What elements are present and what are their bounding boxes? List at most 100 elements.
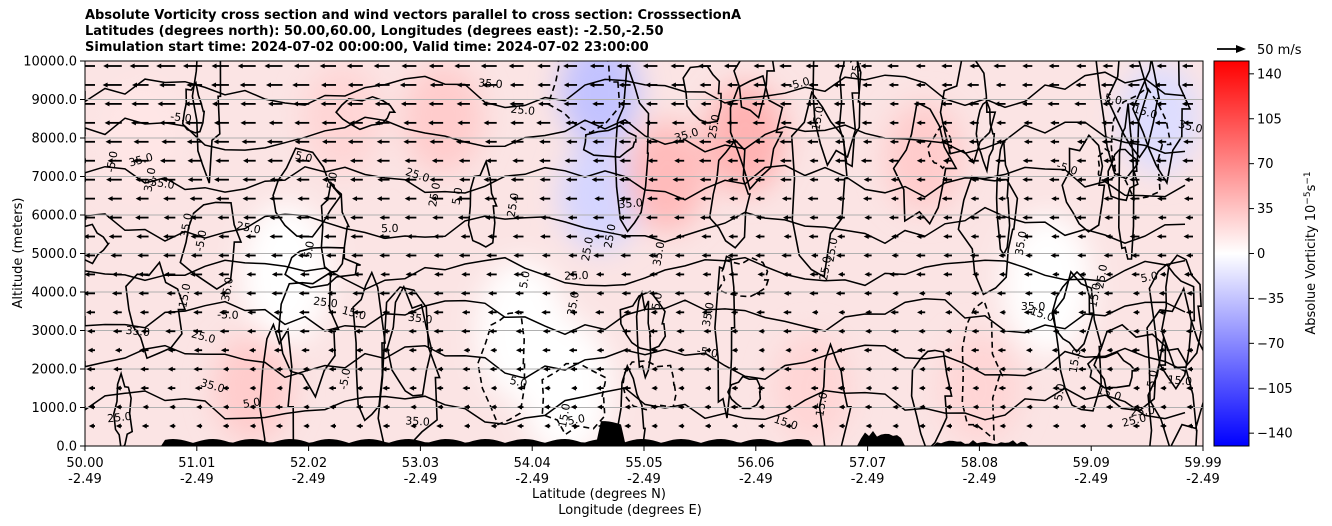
wind-vector-head (347, 82, 353, 88)
wind-vector-head (510, 139, 516, 145)
y-tick-label: 6000.0 (32, 209, 78, 224)
wind-vector-head (462, 366, 468, 372)
x-axis-label-longitude: Longitude (degrees E) (558, 503, 702, 518)
wind-vector-head (730, 366, 736, 372)
wind-vector-head (267, 101, 273, 107)
wind-vector-head (515, 347, 521, 353)
wind-vector-head (650, 309, 656, 315)
wind-vector-head (405, 252, 411, 258)
x-tick-label-lon: -2.49 (292, 472, 326, 487)
vorticity-cell (403, 63, 484, 174)
wind-vector-head (274, 328, 280, 334)
wind-vector-head (619, 158, 625, 164)
wind-vector-head (249, 404, 255, 410)
wind-vector-head (431, 196, 437, 202)
wind-vector-head (293, 63, 299, 69)
wind-vector-head (220, 347, 226, 353)
wind-vector-head (243, 215, 249, 221)
wind-vector-head (376, 139, 382, 145)
contour-label: -5.0 (1055, 159, 1079, 178)
wind-vector-head (704, 385, 710, 391)
wind-vector-head (135, 196, 141, 202)
wind-vector-head (645, 82, 651, 88)
wind-vector-head (1052, 404, 1058, 410)
wind-vector-head (592, 101, 598, 107)
wind-vector-head (1131, 271, 1137, 277)
contour-label: 15.0 (1132, 102, 1159, 121)
wind-vector-head (781, 196, 787, 202)
x-tick-label-lon: -2.49 (627, 472, 661, 487)
wind-vector-head (1131, 252, 1137, 258)
contour-label: 35.0 (1013, 230, 1030, 256)
contour-label: 35.0 (142, 166, 159, 192)
wind-vector-head (1051, 196, 1057, 202)
wind-vector-head (970, 177, 976, 183)
contour-line (1061, 133, 1106, 233)
wind-vector-head (863, 177, 869, 183)
wind-vector-head (891, 234, 897, 240)
x-tick-label-lat: 58.08 (961, 456, 998, 471)
contour-line (1086, 351, 1138, 389)
wind-vector-head (165, 328, 171, 334)
wind-vector-head (301, 347, 307, 353)
wind-vector-head (490, 423, 496, 429)
y-tick-label: 2000.0 (32, 363, 78, 378)
wind-vector-head (701, 252, 707, 258)
wind-vector-head (838, 404, 844, 410)
contour-label: -5.0 (649, 291, 666, 314)
wind-vector-head (596, 328, 602, 334)
wind-vector-head (999, 271, 1005, 277)
wind-vector-head (836, 347, 842, 353)
wind-vector-head (248, 347, 254, 353)
wind-vector-head (890, 328, 896, 334)
wind-vector-head (891, 366, 897, 372)
wind-vector-head (1101, 120, 1107, 126)
contour-line (961, 299, 1004, 442)
contour-label: -5.0 (787, 75, 811, 93)
wind-vector-head (619, 177, 625, 183)
wind-vector-head (462, 385, 468, 391)
wind-vector-head (184, 101, 190, 107)
x-tick-label-lon: -2.49 (515, 472, 549, 487)
wind-vector-head (1048, 63, 1054, 69)
wind-vector-head (865, 385, 871, 391)
wind-vector-head (433, 252, 439, 258)
wind-vector-head (1132, 309, 1138, 315)
contour-label: 25.0 (107, 410, 133, 425)
contour-label: 35.0 (618, 196, 644, 211)
wind-vector-head (541, 271, 547, 277)
wind-vector-head (485, 158, 491, 164)
wind-vector-head (779, 139, 785, 145)
contour-label: 15.0 (1067, 348, 1084, 374)
wind-vector-head (917, 309, 923, 315)
wind-vector-head (971, 290, 977, 296)
wind-vector-head (1051, 347, 1057, 353)
wind-vector-head (401, 63, 407, 69)
wind-vector-head (1184, 177, 1190, 183)
wind-vector-head (703, 290, 709, 296)
y-tick-label: 3000.0 (32, 324, 78, 339)
wind-vector-head (410, 404, 416, 410)
wind-vector-head (1128, 120, 1134, 126)
wind-vector-head (646, 139, 652, 145)
wind-vector-head (381, 366, 387, 372)
contour-label: 5.0 (450, 186, 466, 205)
wind-vector-head (757, 385, 763, 391)
wind-vector-head (838, 309, 844, 315)
vorticity-cell (559, 61, 640, 147)
colorbar-tick-label: −70 (1257, 337, 1284, 352)
contour-line (1097, 147, 1117, 183)
wind-vector-head (407, 309, 413, 315)
wind-vector-head (85, 309, 91, 315)
contour-line (179, 201, 243, 290)
wind-vector-head (542, 328, 548, 334)
wind-vector-head (915, 82, 921, 88)
wind-vector-head (890, 177, 896, 183)
wind-vector-head (1156, 63, 1162, 69)
wind-vector-head (406, 234, 412, 240)
wind-vector-head (1106, 423, 1112, 429)
wind-vector-head (161, 139, 167, 145)
wind-vector-head (865, 309, 871, 315)
wind-vector-head (164, 271, 170, 277)
wind-vector-head (1050, 120, 1056, 126)
